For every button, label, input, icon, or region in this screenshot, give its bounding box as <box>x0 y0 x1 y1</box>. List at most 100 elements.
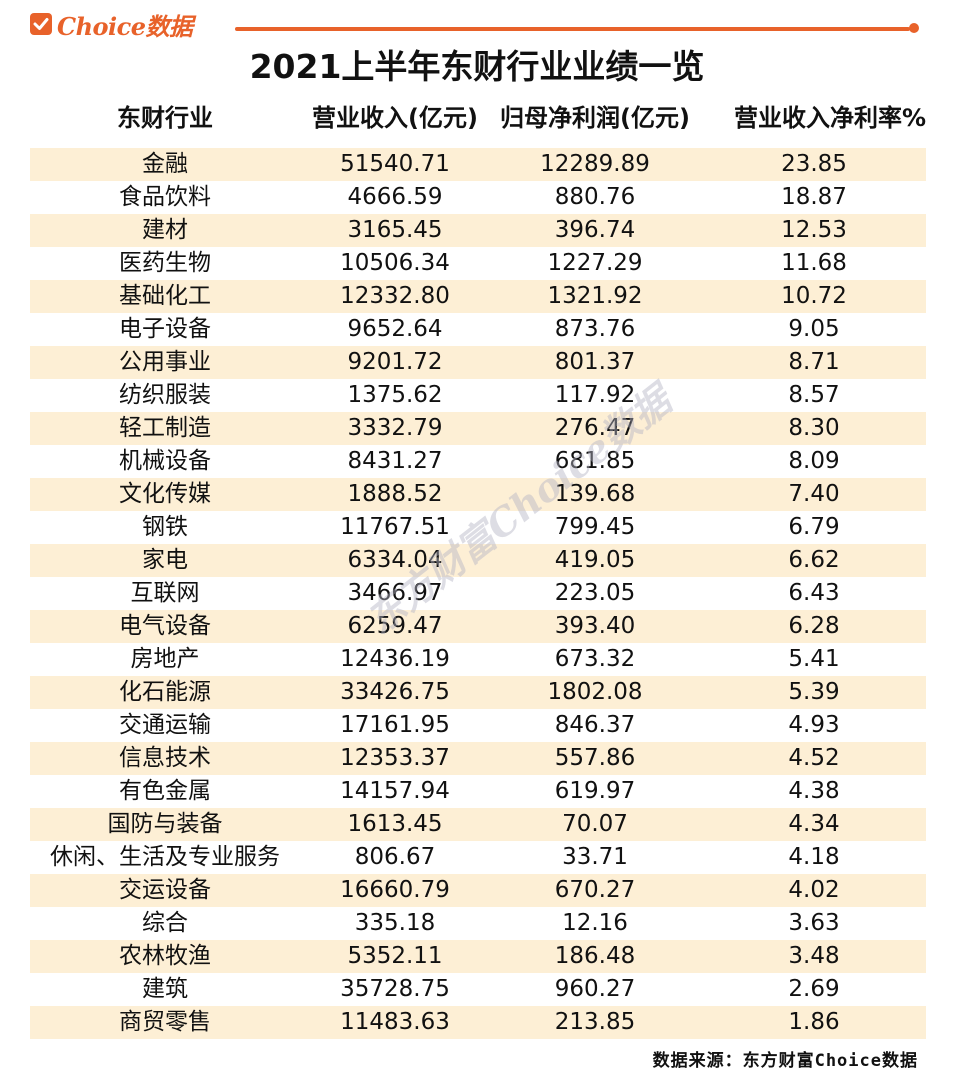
cell-net-margin: 5.39 <box>788 679 840 705</box>
cell-industry: 文化传媒 <box>119 481 211 507</box>
cell-net-profit: 276.47 <box>554 415 636 441</box>
table-row: 休闲、生活及专业服务 806.67 33.71 4.18 <box>30 841 926 874</box>
cell-revenue: 5352.11 <box>347 943 443 969</box>
table-row: 国防与装备 1613.45 70.07 4.34 <box>30 808 926 841</box>
cell-revenue: 3165.45 <box>347 217 443 243</box>
cell-net-margin: 3.63 <box>788 910 840 936</box>
cell-net-profit: 880.76 <box>554 184 636 210</box>
chart-title: 2021上半年东财行业业绩一览 <box>249 47 705 86</box>
cell-revenue: 12332.80 <box>340 283 450 309</box>
cell-net-margin: 6.28 <box>788 613 840 639</box>
cell-net-margin: 6.43 <box>788 580 840 606</box>
cell-revenue: 14157.94 <box>340 778 450 804</box>
cell-net-profit: 139.68 <box>554 481 636 507</box>
cell-net-margin: 4.34 <box>788 811 840 837</box>
cell-net-margin: 8.30 <box>788 415 840 441</box>
cell-industry: 商贸零售 <box>119 1009 211 1035</box>
cell-revenue: 1613.45 <box>347 811 443 837</box>
cell-revenue: 3466.97 <box>347 580 443 606</box>
table-row: 房地产 12436.19 673.32 5.41 <box>30 643 926 676</box>
source-note: 数据来源：东方财富Choice数据 <box>652 1051 918 1071</box>
cell-net-margin: 4.02 <box>788 877 840 903</box>
cell-net-profit: 1802.08 <box>547 679 643 705</box>
cell-net-margin: 10.72 <box>781 283 847 309</box>
cell-revenue: 1888.52 <box>347 481 443 507</box>
header-rule <box>235 27 910 31</box>
cell-industry: 化石能源 <box>119 679 211 705</box>
cell-revenue: 9201.72 <box>347 349 443 375</box>
table-row: 电气设备 6259.47 393.40 6.28 <box>30 610 926 643</box>
cell-industry: 家电 <box>142 547 188 573</box>
table-row: 信息技术 12353.37 557.86 4.52 <box>30 742 926 775</box>
cell-net-profit: 801.37 <box>554 349 636 375</box>
cell-net-margin: 11.68 <box>781 250 847 276</box>
cell-net-margin: 5.41 <box>788 646 840 672</box>
cell-net-profit: 393.40 <box>554 613 636 639</box>
table-row: 机械设备 8431.27 681.85 8.09 <box>30 445 926 478</box>
table-row: 化石能源 33426.75 1802.08 5.39 <box>30 676 926 709</box>
cell-industry: 轻工制造 <box>119 415 211 441</box>
cell-revenue: 4666.59 <box>347 184 443 210</box>
table-row: 基础化工 12332.80 1321.92 10.72 <box>30 280 926 313</box>
cell-net-margin: 1.86 <box>788 1009 840 1035</box>
cell-net-margin: 4.18 <box>788 844 840 870</box>
cell-net-profit: 557.86 <box>554 745 636 771</box>
cell-industry: 信息技术 <box>119 745 211 771</box>
table-row: 钢铁 11767.51 799.45 6.79 <box>30 511 926 544</box>
cell-net-profit: 1227.29 <box>547 250 643 276</box>
cell-industry: 公用事业 <box>119 349 211 375</box>
cell-net-profit: 670.27 <box>554 877 636 903</box>
cell-industry: 交运设备 <box>119 877 211 903</box>
cell-industry: 基础化工 <box>119 283 211 309</box>
cell-net-margin: 3.48 <box>788 943 840 969</box>
table-row: 交运设备 16660.79 670.27 4.02 <box>30 874 926 907</box>
cell-revenue: 6259.47 <box>347 613 443 639</box>
table-row: 商贸零售 11483.63 213.85 1.86 <box>30 1006 926 1039</box>
table-row: 食品饮料 4666.59 880.76 18.87 <box>30 181 926 214</box>
column-header-net-profit: 归母净利润(亿元) <box>500 104 690 132</box>
cell-net-profit: 186.48 <box>554 943 636 969</box>
cell-net-margin: 4.52 <box>788 745 840 771</box>
cell-net-margin: 9.05 <box>788 316 840 342</box>
cell-net-profit: 419.05 <box>554 547 636 573</box>
cell-net-profit: 12289.89 <box>540 151 650 177</box>
table-row: 农林牧渔 5352.11 186.48 3.48 <box>30 940 926 973</box>
table-row: 建筑 35728.75 960.27 2.69 <box>30 973 926 1006</box>
column-header-net-margin: 营业收入净利率% <box>733 104 926 132</box>
cell-net-profit: 33.71 <box>562 844 628 870</box>
cell-net-profit: 799.45 <box>554 514 636 540</box>
cell-net-profit: 396.74 <box>554 217 636 243</box>
cell-industry: 互联网 <box>130 580 200 606</box>
cell-revenue: 12436.19 <box>340 646 450 672</box>
cell-revenue: 33426.75 <box>340 679 450 705</box>
cell-net-margin: 12.53 <box>781 217 847 243</box>
cell-revenue: 17161.95 <box>340 712 450 738</box>
cell-net-margin: 18.87 <box>781 184 847 210</box>
cell-industry: 钢铁 <box>142 514 188 540</box>
table-row: 轻工制造 3332.79 276.47 8.30 <box>30 412 926 445</box>
table-row: 电子设备 9652.64 873.76 9.05 <box>30 313 926 346</box>
table-row: 综合 335.18 12.16 3.63 <box>30 907 926 940</box>
cell-revenue: 9652.64 <box>347 316 443 342</box>
logo-text: Choice数据 <box>57 11 193 41</box>
cell-industry: 休闲、生活及专业服务 <box>50 844 280 870</box>
cell-revenue: 51540.71 <box>340 151 450 177</box>
cell-net-profit: 681.85 <box>554 448 636 474</box>
cell-revenue: 11767.51 <box>340 514 450 540</box>
table-row: 金融 51540.71 12289.89 23.85 <box>30 148 926 181</box>
cell-industry: 医药生物 <box>119 250 211 276</box>
cell-revenue: 11483.63 <box>340 1009 450 1035</box>
table-row: 文化传媒 1888.52 139.68 7.40 <box>30 478 926 511</box>
cell-net-margin: 6.62 <box>788 547 840 573</box>
cell-revenue: 1375.62 <box>347 382 443 408</box>
column-header-revenue: 营业收入(亿元) <box>312 104 478 132</box>
cell-industry: 纺织服装 <box>119 382 211 408</box>
cell-revenue: 35728.75 <box>340 976 450 1002</box>
cell-industry: 综合 <box>142 910 188 936</box>
cell-industry: 建材 <box>142 217 188 243</box>
cell-industry: 电子设备 <box>119 316 211 342</box>
cell-net-profit: 960.27 <box>554 976 636 1002</box>
cell-industry: 有色金属 <box>119 778 211 804</box>
cell-industry: 房地产 <box>130 646 200 672</box>
header-rule-dot <box>909 23 919 33</box>
